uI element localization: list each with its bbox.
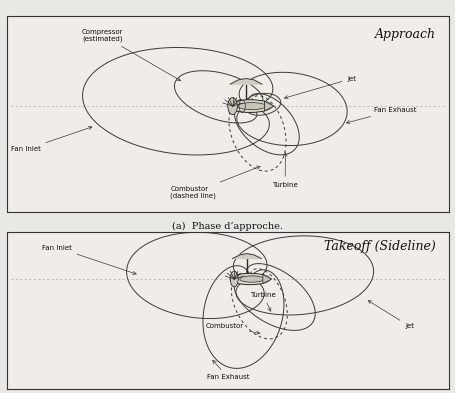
Ellipse shape	[230, 274, 269, 285]
Text: Jet: Jet	[367, 301, 413, 329]
Text: Turbine: Turbine	[250, 292, 275, 311]
Text: (a)  Phase d’approche.: (a) Phase d’approche.	[172, 222, 283, 231]
Text: Compressor
(estimated): Compressor (estimated)	[82, 29, 180, 81]
Ellipse shape	[228, 97, 237, 115]
Polygon shape	[232, 253, 261, 259]
Polygon shape	[262, 274, 271, 284]
Text: Fan Exhaust: Fan Exhaust	[346, 107, 415, 124]
Ellipse shape	[230, 271, 238, 287]
Text: Turbine: Turbine	[272, 153, 297, 188]
Text: Takeoff (Sideline): Takeoff (Sideline)	[324, 240, 435, 253]
Text: Combustor
(dashed line): Combustor (dashed line)	[170, 166, 259, 199]
Polygon shape	[264, 101, 273, 111]
Text: Approach: Approach	[374, 28, 435, 40]
Text: Jet: Jet	[284, 75, 356, 99]
Ellipse shape	[239, 276, 263, 282]
Text: Combustor: Combustor	[206, 323, 259, 334]
Ellipse shape	[228, 100, 272, 112]
Text: Fan Inlet: Fan Inlet	[11, 127, 92, 152]
Text: Fan Exhaust: Fan Exhaust	[206, 360, 249, 380]
Polygon shape	[230, 79, 262, 84]
Text: Fan Inlet: Fan Inlet	[42, 244, 136, 274]
Ellipse shape	[237, 103, 265, 110]
